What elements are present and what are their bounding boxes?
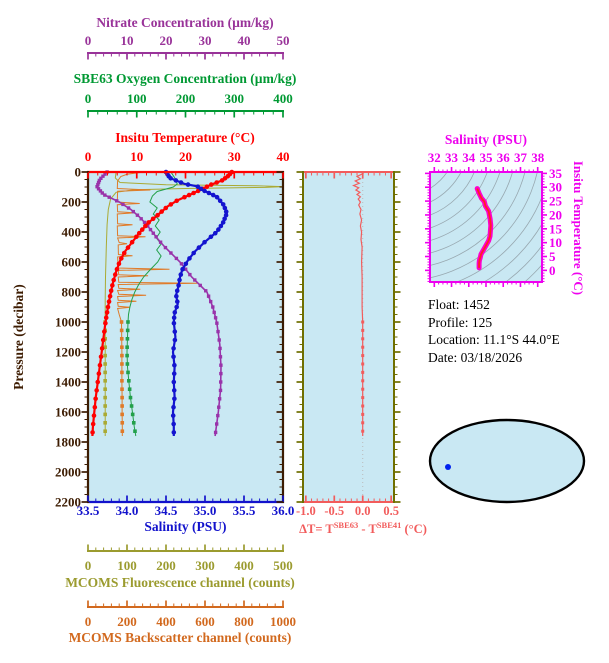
ts-temp-tick-label: 20 (549, 207, 562, 222)
tick-label: 30 (199, 33, 212, 48)
tick-label: 10 (130, 149, 143, 164)
ts-plot-temperature-title: Insitu Temperature (°C) (571, 160, 586, 296)
delta-plot-area (303, 172, 394, 502)
pressure-tick-label: 400 (62, 225, 82, 240)
tick-label: 400 (273, 91, 293, 106)
temperature-axis-title: Insitu Temperature (°C) (115, 130, 255, 145)
ts-temp-tick-label: 25 (549, 194, 563, 209)
backscatter-axis: 0 200 400 600 800 1000 (85, 600, 296, 629)
pressure-tick-label: 1600 (55, 405, 81, 420)
tick-label: 30 (228, 149, 241, 164)
ts-plot-salinity-title: Salinity (PSU) (444, 132, 528, 147)
pressure-tick-label: 1400 (55, 375, 81, 390)
ts-temp-tick-label: 35 (549, 166, 563, 181)
delta-title-part: - T (358, 522, 377, 537)
tick-label: 600 (195, 614, 215, 629)
tick-label: 37 (514, 150, 528, 165)
pressure-tick-label: 0 (75, 165, 82, 180)
tick-label: 35.0 (194, 503, 217, 518)
pressure-tick-label: 1200 (55, 345, 81, 360)
float-location-marker (445, 464, 451, 470)
ts-temp-tick-label: 5 (549, 249, 556, 264)
tick-label: 200 (117, 614, 137, 629)
tick-label: 400 (234, 558, 254, 573)
delta-t-axis-title: ΔT= TSBE63 - TSBE41 (°C) (285, 520, 441, 537)
oxygen-axis: 0 100 200 300 400 (85, 91, 293, 118)
pressure-tick-label: 800 (62, 285, 82, 300)
tick-label: 200 (156, 558, 176, 573)
tick-label: 38 (531, 150, 545, 165)
ts-temp-tick-label: 0 (549, 263, 556, 278)
tick-label: -0.5 (324, 504, 344, 518)
tick-label: 400 (156, 614, 176, 629)
tick-label: 50 (277, 33, 290, 48)
pressure-tick-label: 600 (62, 255, 82, 270)
pressure-tick-label: 1000 (55, 315, 81, 330)
ts-plot-area (430, 172, 542, 282)
pressure-tick-label: 200 (62, 195, 82, 210)
tick-label: 33.5 (77, 503, 100, 518)
fluorescence-axis: 0 100 200 300 400 500 (85, 544, 293, 573)
oxygen-axis-title: SBE63 Oxygen Concentration (µm/kg) (73, 71, 297, 86)
tick-label: 300 (225, 91, 245, 106)
tick-label: 800 (234, 614, 254, 629)
tick-label: 35.5 (233, 503, 256, 518)
nitrate-axis-title: Nitrate Concentration (µm/kg) (96, 15, 274, 30)
nitrate-axis: 0 10 20 30 40 50 (85, 33, 290, 60)
tick-label: 34.0 (116, 503, 139, 518)
ts-temp-tick-label: 10 (549, 235, 562, 250)
delta-title-part: (°C) (401, 522, 427, 537)
delta-title-part: ΔT= T (299, 522, 334, 537)
tick-label: 0.5 (383, 504, 399, 518)
tick-label: 20 (160, 33, 173, 48)
backscatter-axis-title: MCOMS Backscatter channel (counts) (68, 630, 292, 645)
tick-label: 40 (277, 149, 290, 164)
ts-curve-core (476, 188, 492, 268)
tick-label: 0 (85, 33, 92, 48)
tick-label: 0 (85, 558, 92, 573)
tick-label: 0 (85, 149, 92, 164)
tick-label: 34 (462, 150, 476, 165)
tick-label: -1.0 (296, 504, 316, 518)
float-info-float: Float: 1452 (428, 297, 490, 312)
ts-temp-tick-label: 30 (549, 180, 562, 195)
pressure-tick-label: 2200 (55, 495, 81, 510)
float-info-block: Float: 1452 Profile: 125 Location: 11.1°… (428, 296, 560, 366)
delta-plot: -1.0 -0.5 0.0 0.5 (296, 171, 401, 518)
tick-label: 0.0 (355, 504, 371, 518)
float-info-location: Location: 11.1°S 44.0°E (428, 332, 560, 347)
tick-label: 32 (428, 150, 441, 165)
pressure-tick-label: 1800 (55, 435, 81, 450)
tick-label: 1000 (270, 614, 296, 629)
tick-label: 200 (176, 91, 196, 106)
float-info-profile: Profile: 125 (428, 314, 493, 330)
tick-label: 33 (445, 150, 459, 165)
tick-label: 0 (85, 91, 92, 106)
float-info-date: Date: 03/18/2026 (428, 349, 523, 365)
delta-title-sup-sbe41: SBE41 (376, 520, 402, 530)
ts-temp-tick-label: 15 (549, 221, 563, 236)
world-map (428, 418, 586, 504)
tick-label: 40 (238, 33, 251, 48)
tick-label: 300 (195, 558, 215, 573)
delta-title-sup-sbe63: SBE63 (333, 520, 359, 530)
tick-label: 35 (480, 150, 494, 165)
tick-label: 20 (179, 149, 192, 164)
tick-label: 100 (127, 91, 147, 106)
pressure-axis-title: Pressure (decibar) (11, 284, 26, 390)
tick-label: 100 (117, 558, 137, 573)
fluorescence-axis-title: MCOMS Fluorescence channel (counts) (65, 575, 295, 590)
tick-label: 36.0 (272, 503, 295, 518)
tick-label: 0 (85, 614, 92, 629)
tick-label: 36 (497, 150, 511, 165)
main-plot-frame: 33.5 34.0 34.5 35.0 35.5 36.00200400600800100… (55, 149, 294, 518)
tick-label: 500 (273, 558, 293, 573)
pressure-tick-label: 2000 (55, 465, 81, 480)
tick-label: 10 (121, 33, 134, 48)
salinity-axis-title: Salinity (PSU) (144, 519, 227, 534)
tick-label: 34.5 (155, 503, 178, 518)
